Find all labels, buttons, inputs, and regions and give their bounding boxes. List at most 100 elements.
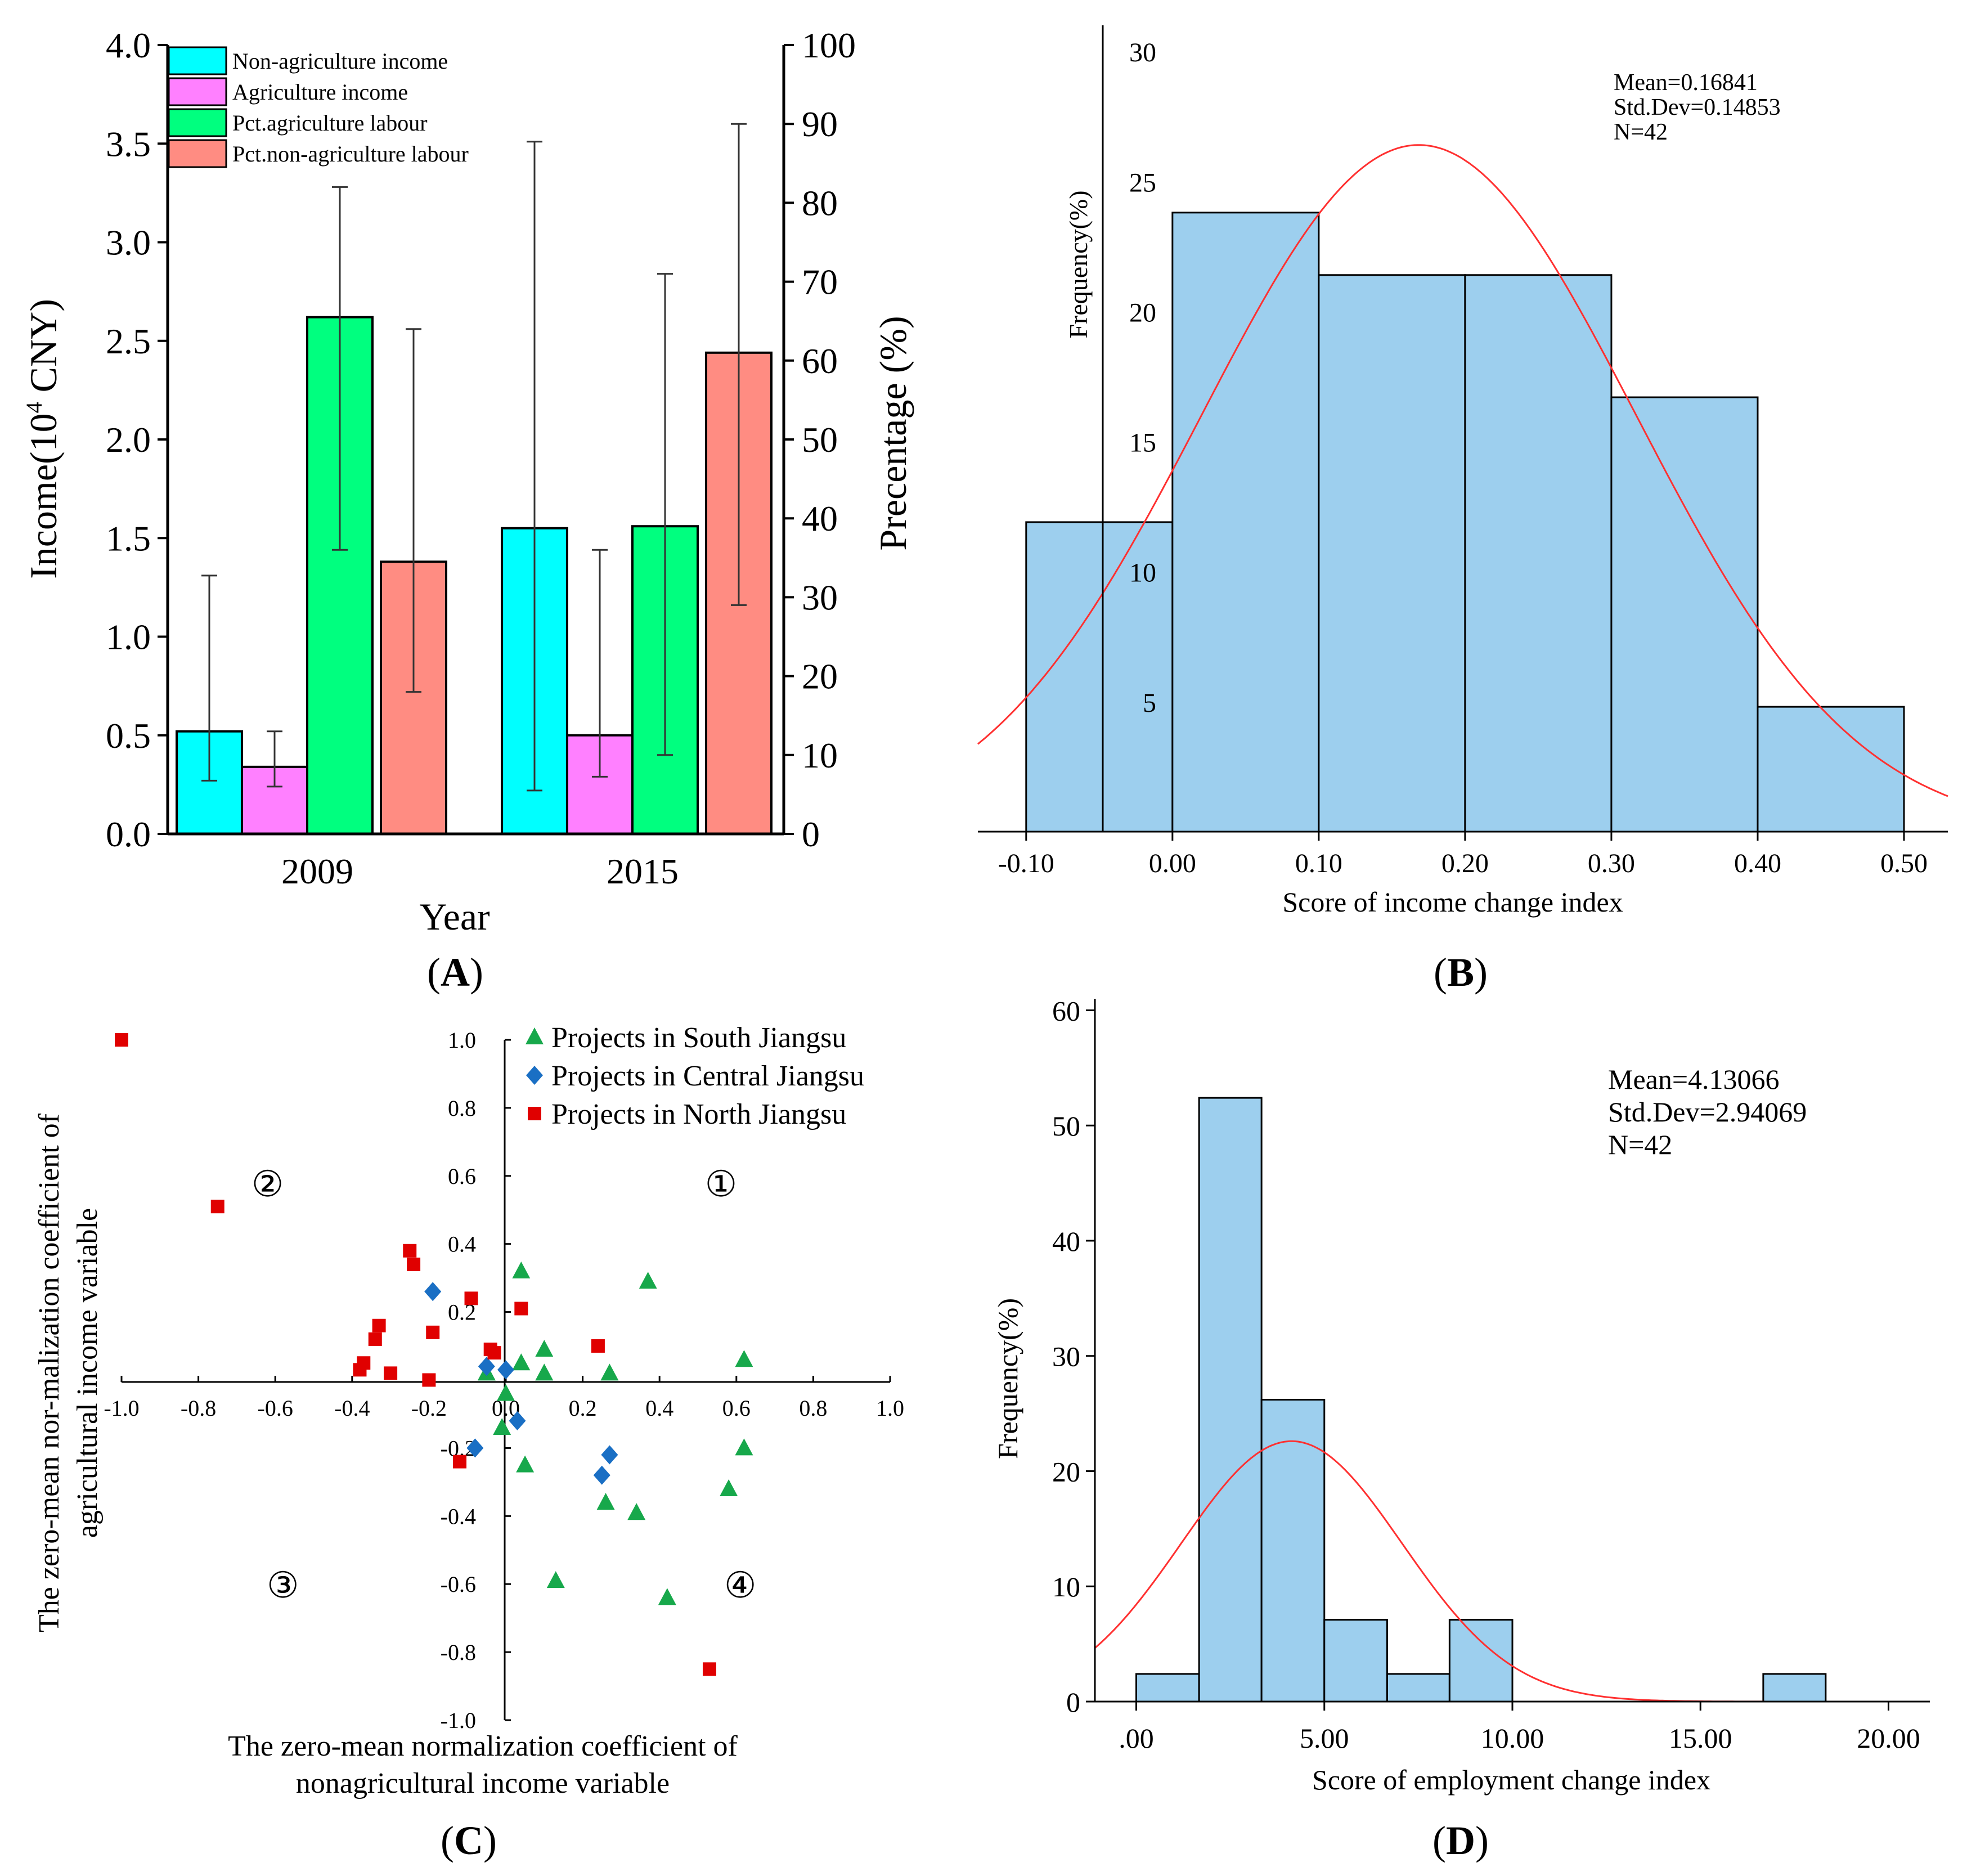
d-bar-1	[1198, 1097, 1263, 1703]
d-xtick-label: 15.00	[1669, 1722, 1732, 1754]
d-bar-6	[1762, 1673, 1827, 1703]
c-ytick-label: 0.8	[448, 1096, 476, 1121]
a-ytick-label: 2.5	[106, 321, 151, 361]
c-ytick-label: 0.4	[448, 1232, 476, 1257]
b-ytick-label: 15	[1129, 428, 1156, 458]
b-bar-0	[1025, 521, 1174, 833]
a-y2tick-label: 30	[802, 577, 838, 617]
c-legend-label: Projects in South Jiangsu	[551, 1022, 846, 1054]
c-legend-label: Projects in North Jiangsu	[551, 1098, 846, 1130]
c-legend-label: Projects in Central Jiangsu	[551, 1060, 864, 1092]
b-xtick-label: 0.20	[1441, 849, 1489, 878]
c-xlabel-line1: The zero-mean normalization coefficient …	[228, 1730, 738, 1762]
b-ytick-label: 30	[1129, 38, 1156, 68]
b-xlabel: Score of income change index	[1282, 886, 1623, 918]
a-errorbar-1-1	[592, 549, 608, 778]
c-xtick-label: 0.4	[645, 1395, 673, 1421]
a-legend-label: Pct.agriculture labour	[232, 110, 428, 136]
c-point-diamond-3	[509, 1411, 526, 1431]
a-errorbar-2-1	[657, 273, 673, 756]
c-point-diamond-0	[424, 1282, 442, 1301]
c-ytick-label: -1.0	[441, 1708, 476, 1733]
c-quadrant-label: ②	[252, 1164, 284, 1204]
c-point-square-17	[702, 1662, 716, 1676]
d-ytick-label: 60	[1052, 995, 1080, 1026]
c-xtick-label: 0.2	[569, 1395, 597, 1421]
b-ytick-label: 10	[1129, 558, 1156, 588]
panel-c-label: (C)	[441, 1818, 497, 1863]
b-xtick-label: 0.30	[1588, 849, 1635, 878]
a-ytick-label: 1.5	[106, 518, 151, 558]
c-xtick-label: 0.6	[722, 1395, 751, 1421]
b-bar-5	[1757, 706, 1905, 833]
a-legend-label: Non-agriculture income	[232, 48, 448, 74]
d-bar-4	[1386, 1673, 1450, 1703]
c-point-triangle-15	[546, 1571, 565, 1588]
a-ytick-label: 1.0	[106, 617, 151, 657]
a-y2tick-label: 20	[802, 657, 838, 697]
c-point-diamond-6	[593, 1465, 610, 1485]
d-bar-0	[1135, 1673, 1200, 1703]
c-point-square-16	[453, 1455, 467, 1469]
c-xtick-label: -1.0	[104, 1395, 139, 1421]
a-errorbar-0-1	[527, 141, 542, 792]
b-xtick-label: 0.10	[1295, 849, 1342, 878]
c-point-triangle-8	[497, 1384, 515, 1401]
d-ytick-label: 30	[1052, 1341, 1080, 1372]
a-legend-label: Pct.non-agriculture labour	[232, 141, 469, 167]
c-ytick-label: -0.8	[441, 1640, 476, 1665]
c-point-triangle-4	[535, 1363, 554, 1381]
c-xtick-label: 1.0	[876, 1395, 904, 1421]
c-xtick-label: -0.4	[334, 1395, 370, 1421]
c-point-square-1	[210, 1200, 224, 1214]
a-legend-swatch	[168, 77, 227, 106]
a-y2label: Precentage (%)	[872, 316, 914, 550]
a-y2tick-label: 70	[802, 262, 838, 302]
c-ytick-label: 0.6	[448, 1164, 476, 1189]
c-point-triangle-3	[512, 1353, 531, 1371]
a-xtick-label: 2015	[607, 851, 679, 891]
c-point-triangle-16	[658, 1588, 676, 1605]
c-legend: Projects in South Jiangsu Projects in Cen…	[526, 1022, 864, 1130]
a-y2tick-label: 80	[802, 183, 838, 223]
d-ytick-label: 40	[1052, 1226, 1080, 1257]
d-xtick-label: 10.00	[1481, 1722, 1544, 1754]
a-ytick-label: 0.0	[106, 814, 151, 854]
c-point-triangle-6	[735, 1350, 753, 1367]
a-y2tick-label: 40	[802, 499, 838, 538]
c-xtick-label: -0.6	[258, 1395, 293, 1421]
a-y2tick-label: 100	[802, 25, 856, 65]
c-xtick-label: -0.2	[411, 1395, 447, 1421]
c-legend-marker	[528, 1107, 541, 1120]
c-point-square-8	[368, 1332, 382, 1346]
b-bar-4	[1610, 396, 1759, 833]
panel-d-label: (D)	[1432, 1818, 1489, 1863]
c-legend-marker	[526, 1027, 544, 1044]
c-point-square-11	[487, 1346, 501, 1360]
c-ytick-label: -0.6	[441, 1572, 476, 1597]
d-ytick-label: 50	[1052, 1110, 1080, 1142]
c-point-square-15	[422, 1373, 436, 1387]
c-point-triangle-12	[627, 1503, 646, 1520]
c-point-diamond-4	[466, 1438, 484, 1458]
a-y2tick-label: 50	[802, 420, 838, 460]
b-annotation-line: Std.Dev=0.14853	[1614, 95, 1781, 120]
a-y2tick-label: 90	[802, 104, 838, 144]
c-point-triangle-0	[512, 1262, 531, 1279]
b-annotation-line: N=42	[1614, 119, 1668, 145]
c-point-square-6	[372, 1318, 386, 1332]
d-annotation-line: Std.Dev=2.94069	[1608, 1096, 1807, 1128]
a-ytick-label: 2.0	[106, 420, 151, 460]
d-bar-5	[1448, 1619, 1514, 1703]
a-errorbar-2-0	[332, 186, 348, 551]
b-bar-2	[1318, 274, 1466, 833]
c-point-square-7	[426, 1325, 440, 1339]
b-bar-1	[1171, 212, 1320, 833]
c-point-square-0	[115, 1033, 128, 1047]
d-ylabel: Frequency(%)	[992, 1298, 1023, 1459]
a-xtick-label: 2009	[281, 851, 353, 891]
c-point-triangle-9	[493, 1418, 511, 1435]
b-xtick-label: 0.40	[1734, 849, 1781, 878]
